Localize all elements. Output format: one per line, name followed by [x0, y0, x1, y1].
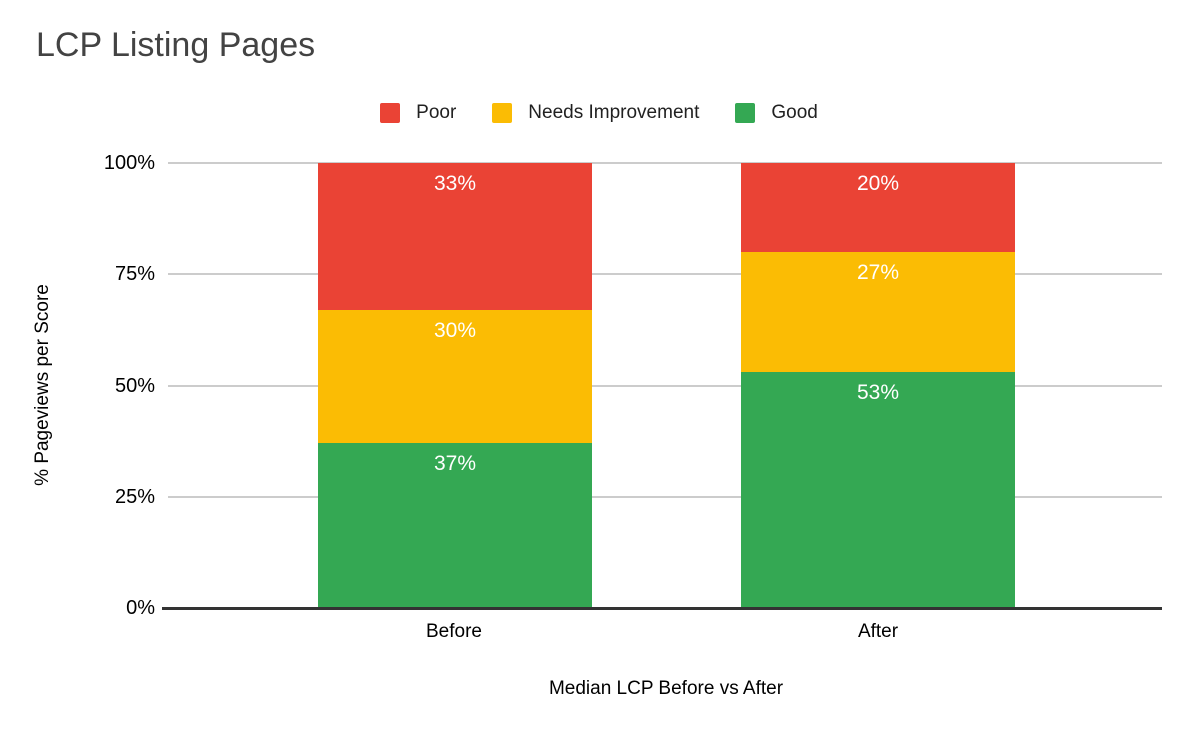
bar-before: 37% 30% 33% — [318, 163, 592, 608]
legend-item-needs-improvement: Needs Improvement — [492, 102, 699, 124]
y-tick-label-50: 50% — [114, 374, 155, 397]
data-label: 33% — [433, 172, 477, 196]
chart-title: LCP Listing Pages — [36, 26, 316, 64]
data-label: 37% — [433, 452, 477, 476]
y-tick-label-25: 25% — [114, 485, 155, 508]
x-tick-label-after: After — [857, 621, 899, 642]
segment-poor-after: 20% — [741, 163, 1015, 252]
data-label: 20% — [856, 172, 900, 195]
x-axis-title: Median LCP Before vs After — [548, 678, 784, 699]
segment-needs-improvement-after: 27% — [741, 252, 1015, 373]
legend: Poor Needs Improvement Good — [0, 102, 1198, 124]
y-tick-label-100: 100% — [103, 152, 155, 174]
gridline-100 — [168, 162, 1162, 164]
legend-item-good: Good — [735, 102, 818, 124]
bar-after: 53% 27% 20% — [741, 163, 1015, 608]
segment-poor-before: 33% — [318, 163, 592, 310]
gridline-75 — [168, 273, 1162, 276]
legend-label-needs-improvement: Needs Improvement — [528, 102, 700, 123]
plot-area: 37% 30% 33% 53% 27% 20% — [162, 162, 1162, 610]
legend-swatch-poor — [380, 103, 401, 123]
x-axis-baseline — [162, 607, 1162, 610]
segment-needs-improvement-before: 30% — [318, 309, 592, 444]
gridline-25 — [168, 495, 1162, 498]
data-label: 27% — [856, 261, 900, 285]
legend-swatch-good — [735, 103, 756, 123]
gridline-50 — [168, 384, 1162, 387]
legend-label-poor: Poor — [416, 102, 457, 123]
segment-good-after: 53% — [741, 372, 1015, 608]
x-tick-label-before: Before — [426, 621, 482, 642]
y-tick-label-75: 75% — [114, 263, 155, 286]
legend-item-poor: Poor — [380, 102, 456, 124]
data-label: 53% — [856, 381, 900, 405]
y-tick-label-0: 0% — [126, 597, 155, 619]
data-label: 30% — [433, 318, 477, 342]
segment-good-before: 37% — [318, 443, 592, 608]
legend-label-good: Good — [771, 102, 818, 123]
legend-swatch-needs-improvement — [492, 103, 513, 123]
